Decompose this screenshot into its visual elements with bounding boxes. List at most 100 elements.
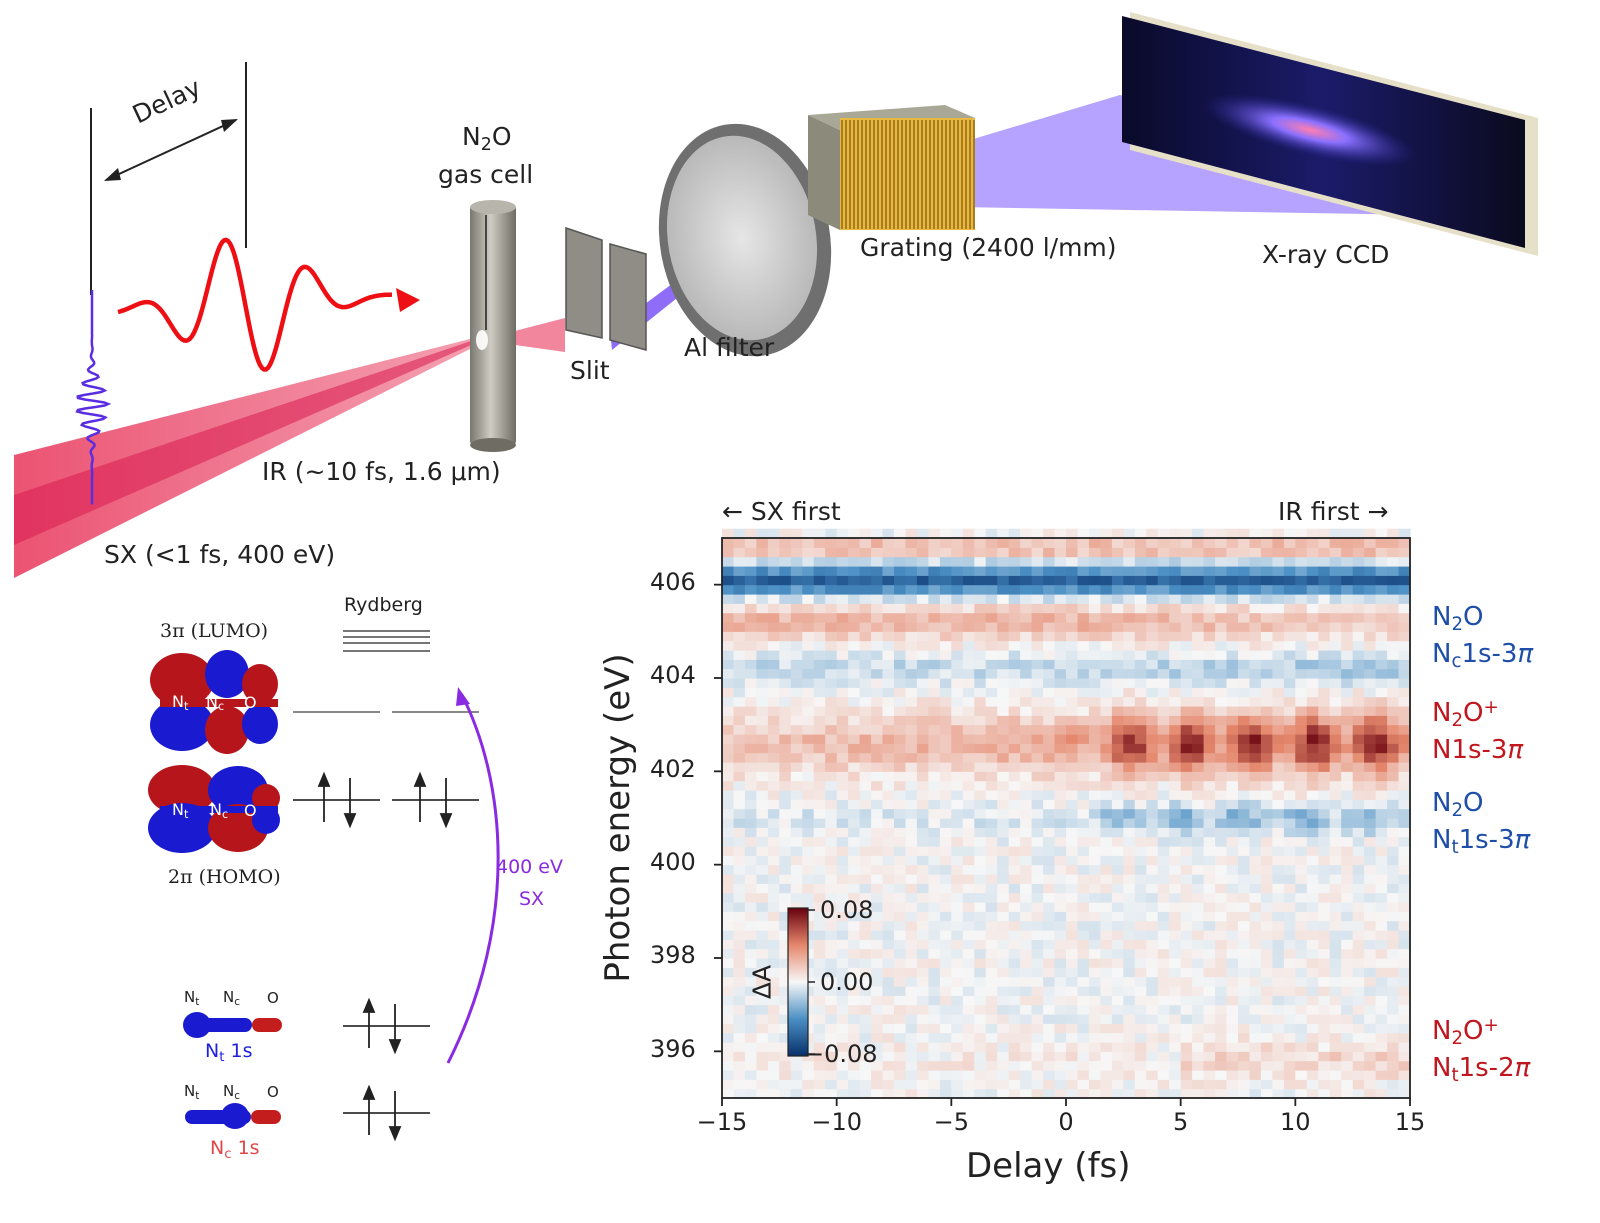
heatmap-cell [1375,659,1388,670]
heatmap-cell [1066,650,1079,660]
heatmap-cell [1215,752,1228,763]
heatmap-cell [722,958,735,968]
heatmap-cell [1054,1042,1067,1052]
heatmap-cell [1203,976,1216,987]
heatmap-cell [1238,799,1251,810]
heatmap-cell [871,1014,884,1024]
heatmap-cell [1146,920,1159,931]
heatmap-cell [1283,594,1296,604]
heatmap-cell [744,594,757,604]
heatmap-cell [1054,864,1067,875]
heatmap-cell [1249,724,1262,735]
heatmap-cell [985,864,998,875]
heatmap-cell [1375,995,1388,1006]
heatmap-cell [779,939,792,950]
heatmap-cell [767,1060,780,1071]
heatmap-cell [1031,668,1044,679]
heatmap-cell [1295,668,1308,679]
heatmap-cell [1088,976,1101,987]
heatmap-cell [1020,594,1033,604]
heatmap-cell [802,799,815,810]
heatmap-cell [1020,762,1033,772]
heatmap-cell [1123,734,1136,744]
heatmap-cell [1329,594,1342,604]
heatmap-cell [974,659,987,670]
heatmap-cell [848,883,861,894]
heatmap-cell [722,1042,735,1052]
heatmap-cell [939,762,952,772]
heatmap-cell [744,1004,757,1015]
heatmap-cell [1157,1023,1170,1034]
heatmap-cell [1088,771,1101,782]
heatmap-cell [813,528,826,539]
heatmap-cell [1272,986,1285,996]
heatmap-cell [825,1070,838,1080]
heatmap-cell [1295,855,1308,866]
heatmap-cell [1375,902,1388,912]
heatmap-cell [825,930,838,940]
heatmap-cell [1260,827,1273,838]
heatmap-cell [1066,780,1079,791]
heatmap-cell [1146,976,1159,987]
heatmap-cell [790,734,803,744]
heatmap-cell [1008,659,1021,670]
heatmap-cell [939,612,952,623]
heatmap-cell [813,846,826,856]
heatmap-cell [1306,650,1319,660]
heatmap-cell [722,706,735,716]
heatmap-cell [1192,715,1205,726]
heatmap-cell [1295,1014,1308,1024]
heatmap-cell [1066,976,1079,987]
heatmap-cell [733,603,746,614]
heatmap-cell [1043,1042,1056,1052]
heatmap-cell [779,771,792,782]
heatmap-cell [1031,855,1044,866]
heatmap-cell [1249,715,1262,726]
heatmap-cell [1169,995,1182,1006]
heatmap-cell [1088,715,1101,726]
heatmap-cell [1100,566,1113,576]
heatmap-cell [894,827,907,838]
heatmap-cell [733,1032,746,1043]
heatmap-cell [1364,734,1377,744]
heatmap-cell [1215,584,1228,595]
heatmap-cell [1066,948,1079,959]
heatmap-cell [1054,724,1067,735]
heatmap-cell [790,864,803,875]
heatmap-cell [962,799,975,810]
heatmap-cell [1249,668,1262,679]
heatmap-cell [1295,706,1308,716]
heatmap-cell [1180,939,1193,950]
heatmap-cell [1134,827,1147,838]
heatmap-cell [882,902,895,912]
heatmap-cell [1387,1042,1400,1052]
heatmap-cell [1192,902,1205,912]
heatmap-cell [1203,687,1216,698]
heatmap-cell [756,584,769,595]
heatmap-cell [1283,538,1296,548]
heatmap-cell [1341,622,1354,632]
heatmap-cell [1100,594,1113,604]
heatmap-cell [836,846,849,856]
heatmap-cell [985,687,998,698]
lumo-orbital [150,650,278,754]
heatmap-cell [1375,855,1388,866]
heatmap-cell [939,939,952,950]
heatmap-cell [905,846,918,856]
heatmap-cell [779,911,792,922]
heatmap-cell [859,603,872,614]
heatmap-cell [882,687,895,698]
heatmap-cell [871,687,884,698]
heatmap-cell [882,1014,895,1024]
heatmap-cell [1169,743,1182,754]
heatmap-cell [1306,734,1319,744]
heatmap-cell [1146,659,1159,670]
heatmap-cell [836,1060,849,1071]
heatmap-cell [744,528,757,539]
heatmap-cell [1272,743,1285,754]
heatmap-cell [1352,939,1365,950]
heatmap-cell [1169,1004,1182,1015]
heatmap-cell [1387,883,1400,894]
heatmap-cell [882,986,895,996]
heatmap-cell [1295,752,1308,763]
